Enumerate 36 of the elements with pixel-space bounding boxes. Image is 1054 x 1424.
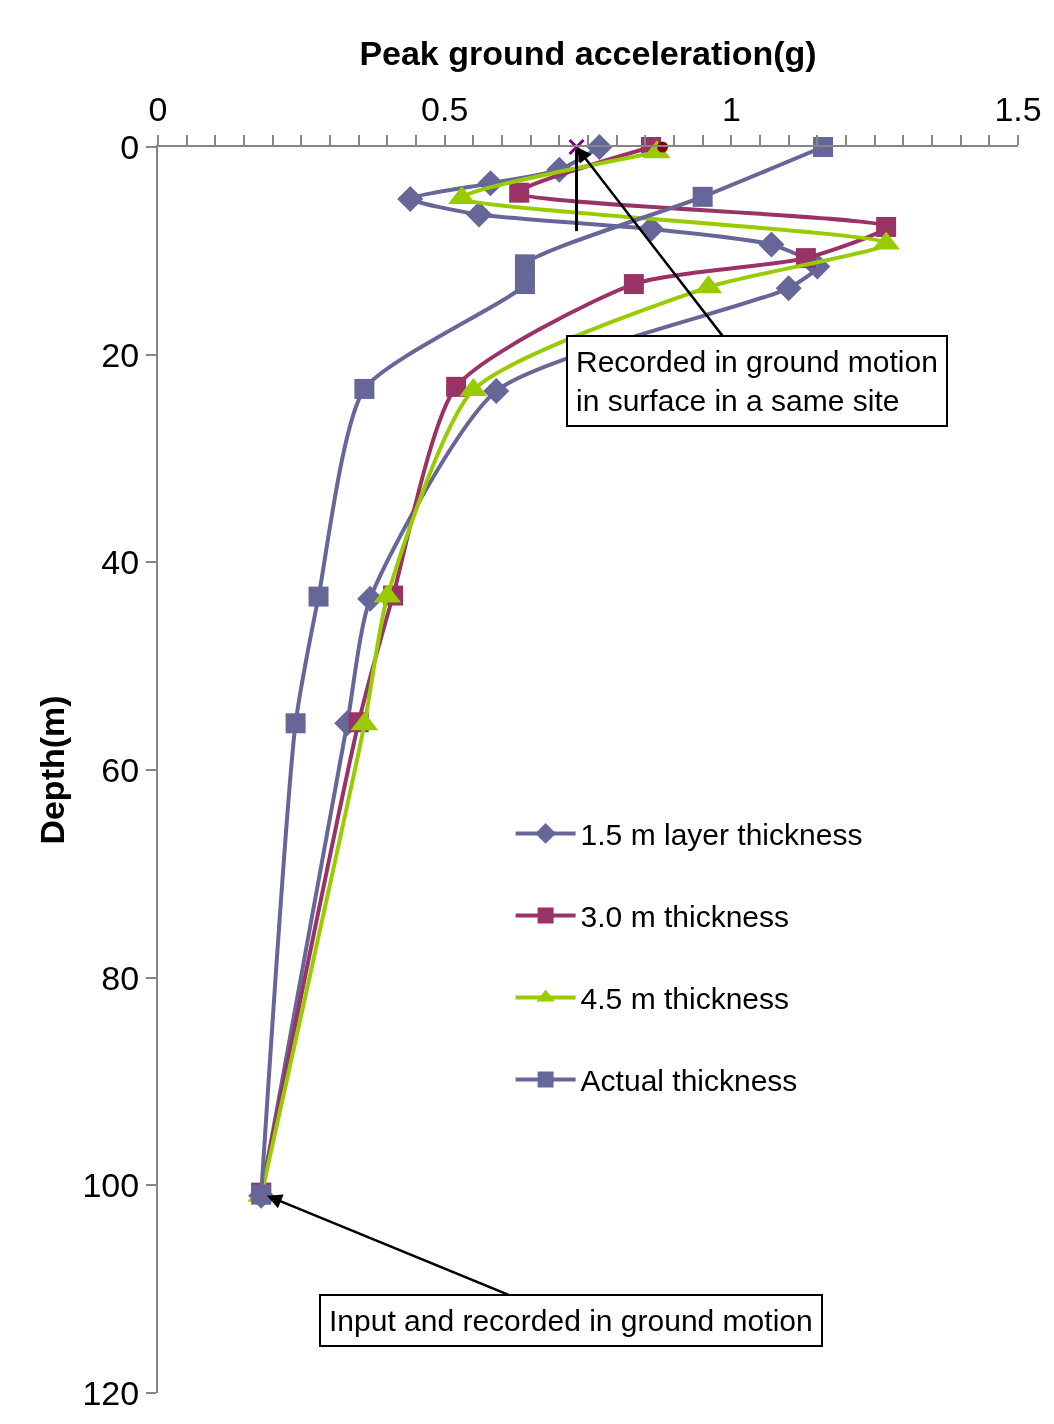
y-tick-label: 0 — [120, 127, 140, 166]
point — [692, 186, 713, 207]
point — [514, 254, 535, 275]
y-tick-label: 80 — [101, 958, 140, 997]
point — [285, 713, 306, 734]
point — [466, 201, 493, 228]
y-tick-label: 60 — [101, 750, 140, 789]
x-axis-title: Peak ground acceleration(g) — [359, 33, 817, 72]
annotation: Recorded in ground motion in surface in a same site — [576, 345, 938, 417]
point — [623, 274, 644, 295]
x-tick-label: 0 — [148, 90, 168, 129]
point — [308, 586, 329, 607]
point — [397, 185, 424, 212]
point — [354, 378, 375, 399]
x-tick-label: 1.5 — [994, 90, 1042, 129]
legend-label: Actual thickness — [580, 1064, 798, 1098]
annotation: Input and recorded in ground motion — [329, 1304, 813, 1337]
y-tick-label: 100 — [82, 1166, 140, 1205]
point — [514, 274, 535, 295]
y-tick-label: 40 — [101, 543, 140, 582]
point — [586, 134, 613, 160]
legend-label: 3.0 m thickness — [580, 900, 790, 934]
point — [876, 216, 897, 237]
y-axis-title: Depth(m) — [32, 695, 71, 845]
y-tick-label: 20 — [101, 335, 140, 374]
point — [483, 378, 510, 405]
point — [446, 376, 467, 397]
x-tick-label: 1 — [721, 90, 741, 129]
point — [775, 275, 802, 302]
point — [509, 182, 530, 203]
legend-label: 1.5 m layer thickness — [580, 818, 863, 852]
y-tick-label: 120 — [82, 1373, 140, 1412]
legend-label: 4.5 m thickness — [580, 982, 790, 1016]
x-tick-label: 0.5 — [421, 90, 469, 129]
point — [568, 138, 586, 156]
point — [758, 231, 785, 258]
